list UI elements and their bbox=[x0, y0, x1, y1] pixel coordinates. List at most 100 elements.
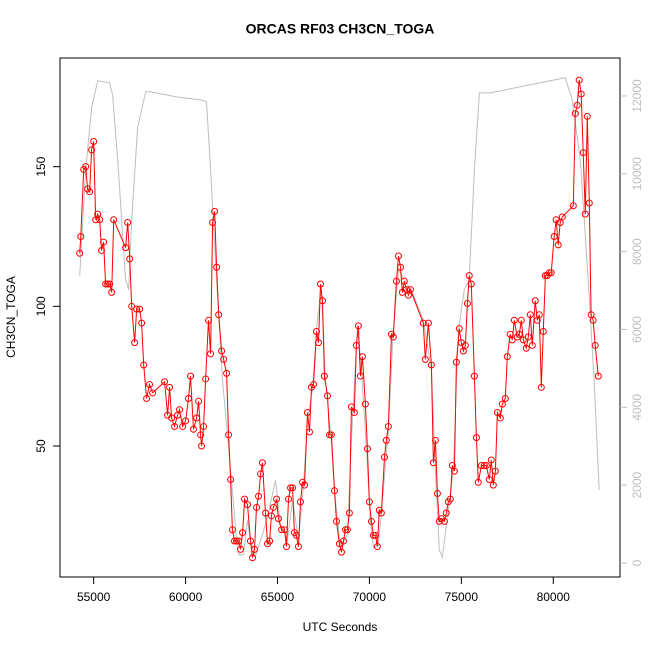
data-point bbox=[253, 503, 261, 511]
data-point bbox=[400, 277, 408, 285]
data-point bbox=[227, 476, 235, 484]
y2-tick-label: 0 bbox=[630, 559, 644, 566]
data-point bbox=[314, 339, 322, 347]
data-point bbox=[510, 316, 518, 324]
data-point bbox=[296, 498, 304, 506]
data-point bbox=[470, 372, 478, 380]
data-point bbox=[482, 462, 490, 470]
data-point bbox=[421, 355, 429, 363]
data-point bbox=[285, 495, 293, 503]
data-point bbox=[82, 163, 90, 171]
x-tick-label: 65000 bbox=[261, 590, 295, 604]
data-point bbox=[102, 280, 110, 288]
data-point bbox=[485, 476, 493, 484]
y2-tick-label: 10000 bbox=[630, 157, 644, 191]
data-point bbox=[287, 484, 295, 492]
data-point bbox=[382, 436, 390, 444]
data-point bbox=[215, 311, 223, 319]
data-point bbox=[310, 381, 318, 389]
data-point bbox=[455, 325, 463, 333]
data-point bbox=[537, 383, 545, 391]
data-point bbox=[235, 537, 243, 545]
data-point bbox=[480, 462, 488, 470]
data-point bbox=[106, 280, 114, 288]
data-point bbox=[283, 543, 291, 551]
x-tick-label: 70000 bbox=[353, 590, 387, 604]
data-point bbox=[327, 431, 335, 439]
data-point bbox=[575, 76, 583, 84]
data-point bbox=[467, 280, 475, 288]
data-point bbox=[122, 244, 130, 252]
data-point bbox=[76, 249, 84, 257]
data-point bbox=[171, 422, 179, 430]
data-point bbox=[377, 509, 385, 517]
data-point bbox=[493, 408, 501, 416]
data-point bbox=[583, 112, 591, 120]
data-point bbox=[108, 288, 116, 296]
data-point bbox=[200, 422, 208, 430]
data-point bbox=[361, 400, 369, 408]
data-point bbox=[569, 202, 577, 210]
data-point bbox=[498, 400, 506, 408]
data-point bbox=[301, 481, 309, 489]
data-point bbox=[496, 414, 504, 422]
data-point bbox=[292, 531, 300, 539]
data-point bbox=[396, 263, 404, 271]
data-point bbox=[392, 277, 400, 285]
data-point bbox=[431, 436, 439, 444]
data-point bbox=[225, 431, 233, 439]
data-point bbox=[77, 232, 85, 240]
data-point bbox=[517, 316, 525, 324]
data-point bbox=[589, 316, 597, 324]
data-point bbox=[452, 358, 460, 366]
y2-tick-label: 6000 bbox=[630, 316, 644, 343]
data-point bbox=[465, 272, 473, 280]
data-point bbox=[474, 478, 482, 486]
x-tick-label: 75000 bbox=[445, 590, 479, 604]
data-point bbox=[427, 361, 435, 369]
data-point bbox=[98, 246, 106, 254]
data-point bbox=[211, 207, 219, 215]
data-point bbox=[365, 498, 373, 506]
data-point bbox=[104, 280, 112, 288]
data-point bbox=[330, 487, 338, 495]
data-point bbox=[168, 414, 176, 422]
data-point bbox=[251, 545, 259, 553]
data-point bbox=[547, 269, 555, 277]
data-point bbox=[356, 372, 364, 380]
data-point bbox=[161, 378, 169, 386]
data-point bbox=[195, 397, 203, 405]
data-point bbox=[424, 319, 432, 327]
data-point bbox=[267, 512, 275, 520]
x-tick-label: 60000 bbox=[169, 590, 203, 604]
data-point bbox=[220, 355, 228, 363]
data-point bbox=[526, 311, 534, 319]
data-point bbox=[317, 280, 325, 288]
data-point bbox=[577, 90, 585, 98]
data-point bbox=[524, 333, 532, 341]
data-point bbox=[305, 428, 313, 436]
data-point bbox=[501, 395, 509, 403]
data-point bbox=[389, 333, 397, 341]
data-point bbox=[136, 305, 144, 313]
x-axis-label: UTC Seconds bbox=[303, 620, 378, 634]
data-point bbox=[131, 339, 139, 347]
data-point bbox=[528, 341, 536, 349]
data-point bbox=[237, 545, 245, 553]
data-point bbox=[110, 216, 118, 224]
data-point bbox=[450, 467, 458, 475]
data-point bbox=[209, 219, 217, 227]
data-point bbox=[319, 297, 327, 305]
data-point bbox=[345, 509, 353, 517]
data-point bbox=[535, 311, 543, 319]
data-point bbox=[96, 216, 104, 224]
data-point bbox=[176, 406, 184, 414]
data-point bbox=[326, 431, 334, 439]
data-point bbox=[594, 372, 602, 380]
data-point bbox=[406, 286, 414, 294]
data-point bbox=[515, 330, 523, 338]
data-point bbox=[539, 327, 547, 335]
data-point bbox=[472, 434, 480, 442]
data-point bbox=[289, 484, 297, 492]
data-point bbox=[133, 305, 141, 313]
